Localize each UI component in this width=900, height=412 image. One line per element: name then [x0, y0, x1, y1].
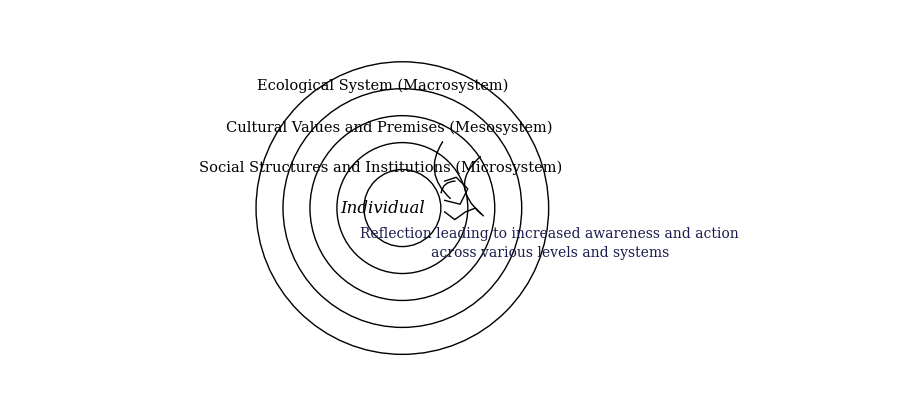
Text: Cultural Values and Premises (Mesosystem): Cultural Values and Premises (Mesosystem… [227, 121, 553, 135]
FancyArrowPatch shape [434, 142, 450, 199]
Text: Ecological System (Macrosystem): Ecological System (Macrosystem) [257, 78, 508, 93]
Text: Individual: Individual [341, 199, 426, 217]
Text: Social Structures and Institutions (Microsystem): Social Structures and Institutions (Micr… [200, 161, 562, 175]
Text: across various levels and systems: across various levels and systems [431, 246, 669, 260]
FancyArrowPatch shape [441, 181, 455, 193]
Text: Reflection leading to increased awareness and action: Reflection leading to increased awarenes… [360, 227, 739, 241]
FancyArrowPatch shape [464, 157, 482, 214]
